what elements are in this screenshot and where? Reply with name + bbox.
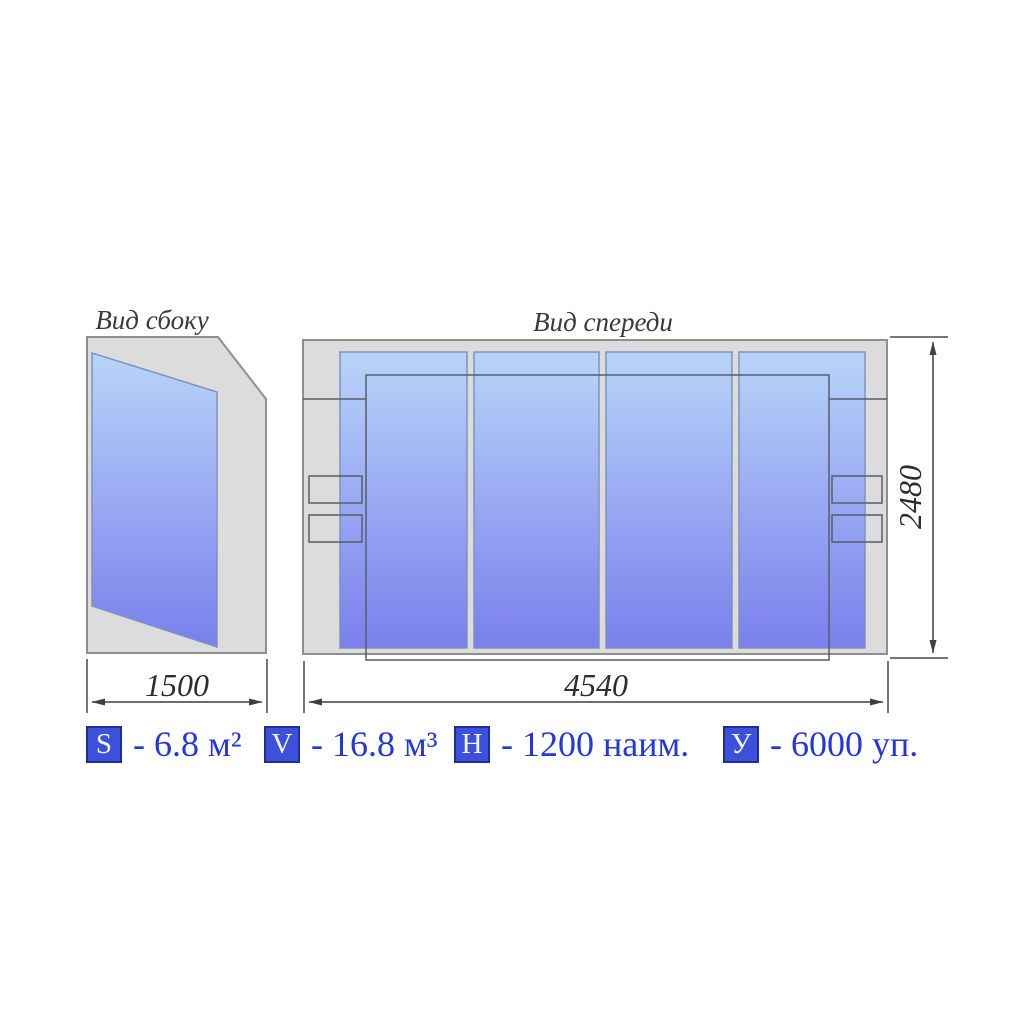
right-handle-top [831, 475, 883, 504]
legend-badge-u: У [723, 726, 759, 763]
legend-value-volume: - 16.8 м³ [311, 724, 438, 764]
front-view-title: Вид спереди [533, 307, 673, 337]
dimension-value-4540: 4540 [564, 667, 628, 703]
legend-badge-s: S [86, 726, 122, 763]
side-view [86, 336, 267, 654]
legend-item-packages: У - 6000 уп. [723, 726, 918, 763]
glass-panel-2 [473, 351, 600, 649]
legend-item-area: S - 6.8 м² [86, 726, 242, 763]
glass-panel-3 [605, 351, 733, 649]
dimension-front-height: 2480 [890, 336, 948, 659]
side-view-title: Вид сбоку [95, 305, 208, 335]
dimension-value-2480: 2480 [892, 465, 928, 529]
glass-panel-1 [339, 351, 468, 649]
front-view [302, 339, 888, 661]
side-view-glass-panel [91, 351, 218, 649]
legend-item-names: Н - 1200 наим. [454, 726, 689, 763]
legend-item-volume: V - 16.8 м³ [264, 726, 438, 763]
legend-badge-v: V [264, 726, 300, 763]
legend: S - 6.8 м² V - 16.8 м³ Н - 1200 наим. У … [0, 726, 1024, 768]
legend-badge-n: Н [454, 726, 490, 763]
dimension-value-1500: 1500 [145, 667, 209, 703]
legend-value-area: - 6.8 м² [133, 724, 242, 764]
legend-value-names: - 1200 наим. [501, 724, 690, 764]
dimension-front-width: 4540 [303, 661, 889, 713]
left-handle-top [308, 475, 363, 504]
door-outline [365, 374, 830, 661]
glass-panel-4 [738, 351, 866, 649]
left-handle-bottom [308, 514, 363, 543]
legend-value-packages: - 6000 уп. [770, 724, 919, 764]
right-handle-bottom [831, 514, 883, 543]
dimension-side-width: 1500 [86, 659, 268, 713]
